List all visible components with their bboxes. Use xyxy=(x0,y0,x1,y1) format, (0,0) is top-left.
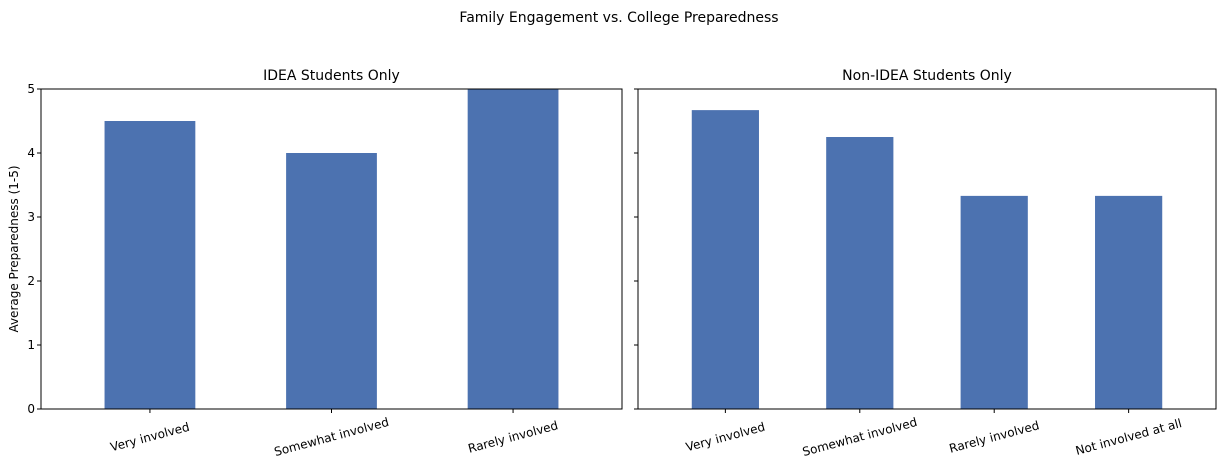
chart-panels: IDEA Students Only 0 1 2 3 4 5 Very involved Som… xyxy=(7,68,1217,459)
x-tick-label: Somewhat involved xyxy=(273,415,391,459)
bar-not-involved-at-all xyxy=(1095,195,1163,409)
bar-very-involved xyxy=(104,121,196,409)
subplot-title: IDEA Students Only xyxy=(263,68,400,84)
subplot-2: Non-IDEA Students Only Very involved Somew… xyxy=(634,68,1217,459)
bar-rarely-involved xyxy=(960,195,1028,409)
bar-rarely-involved xyxy=(467,89,559,409)
y-tick-label: 3 xyxy=(27,210,35,224)
x-tick-label: Not involved at all xyxy=(1074,416,1183,458)
subplot-1: IDEA Students Only 0 1 2 3 4 5 Very involved Som… xyxy=(7,68,623,459)
x-tick-label: Rarely involved xyxy=(467,418,560,455)
x-tick-label: Somewhat involved xyxy=(801,415,919,459)
bar-somewhat-involved xyxy=(826,137,894,409)
y-tick-label: 0 xyxy=(27,402,35,416)
bar-somewhat-involved xyxy=(286,153,377,409)
bar-very-involved xyxy=(691,110,759,410)
subplot-title: Non-IDEA Students Only xyxy=(842,68,1012,84)
y-axis-label: Average Preparedness (1-5) xyxy=(7,165,21,332)
y-tick-label: 1 xyxy=(27,338,35,352)
y-tick-label: 2 xyxy=(27,274,35,288)
axes-frame xyxy=(637,88,1217,410)
y-tick-label: 5 xyxy=(27,82,35,96)
y-tick-label: 4 xyxy=(27,146,35,160)
x-tick-label: Very involved xyxy=(109,420,191,455)
figure-title: Family Engagement vs. College Preparedne… xyxy=(459,10,778,26)
x-tick-label: Very involved xyxy=(684,420,766,455)
x-tick-label: Rarely involved xyxy=(948,418,1041,455)
